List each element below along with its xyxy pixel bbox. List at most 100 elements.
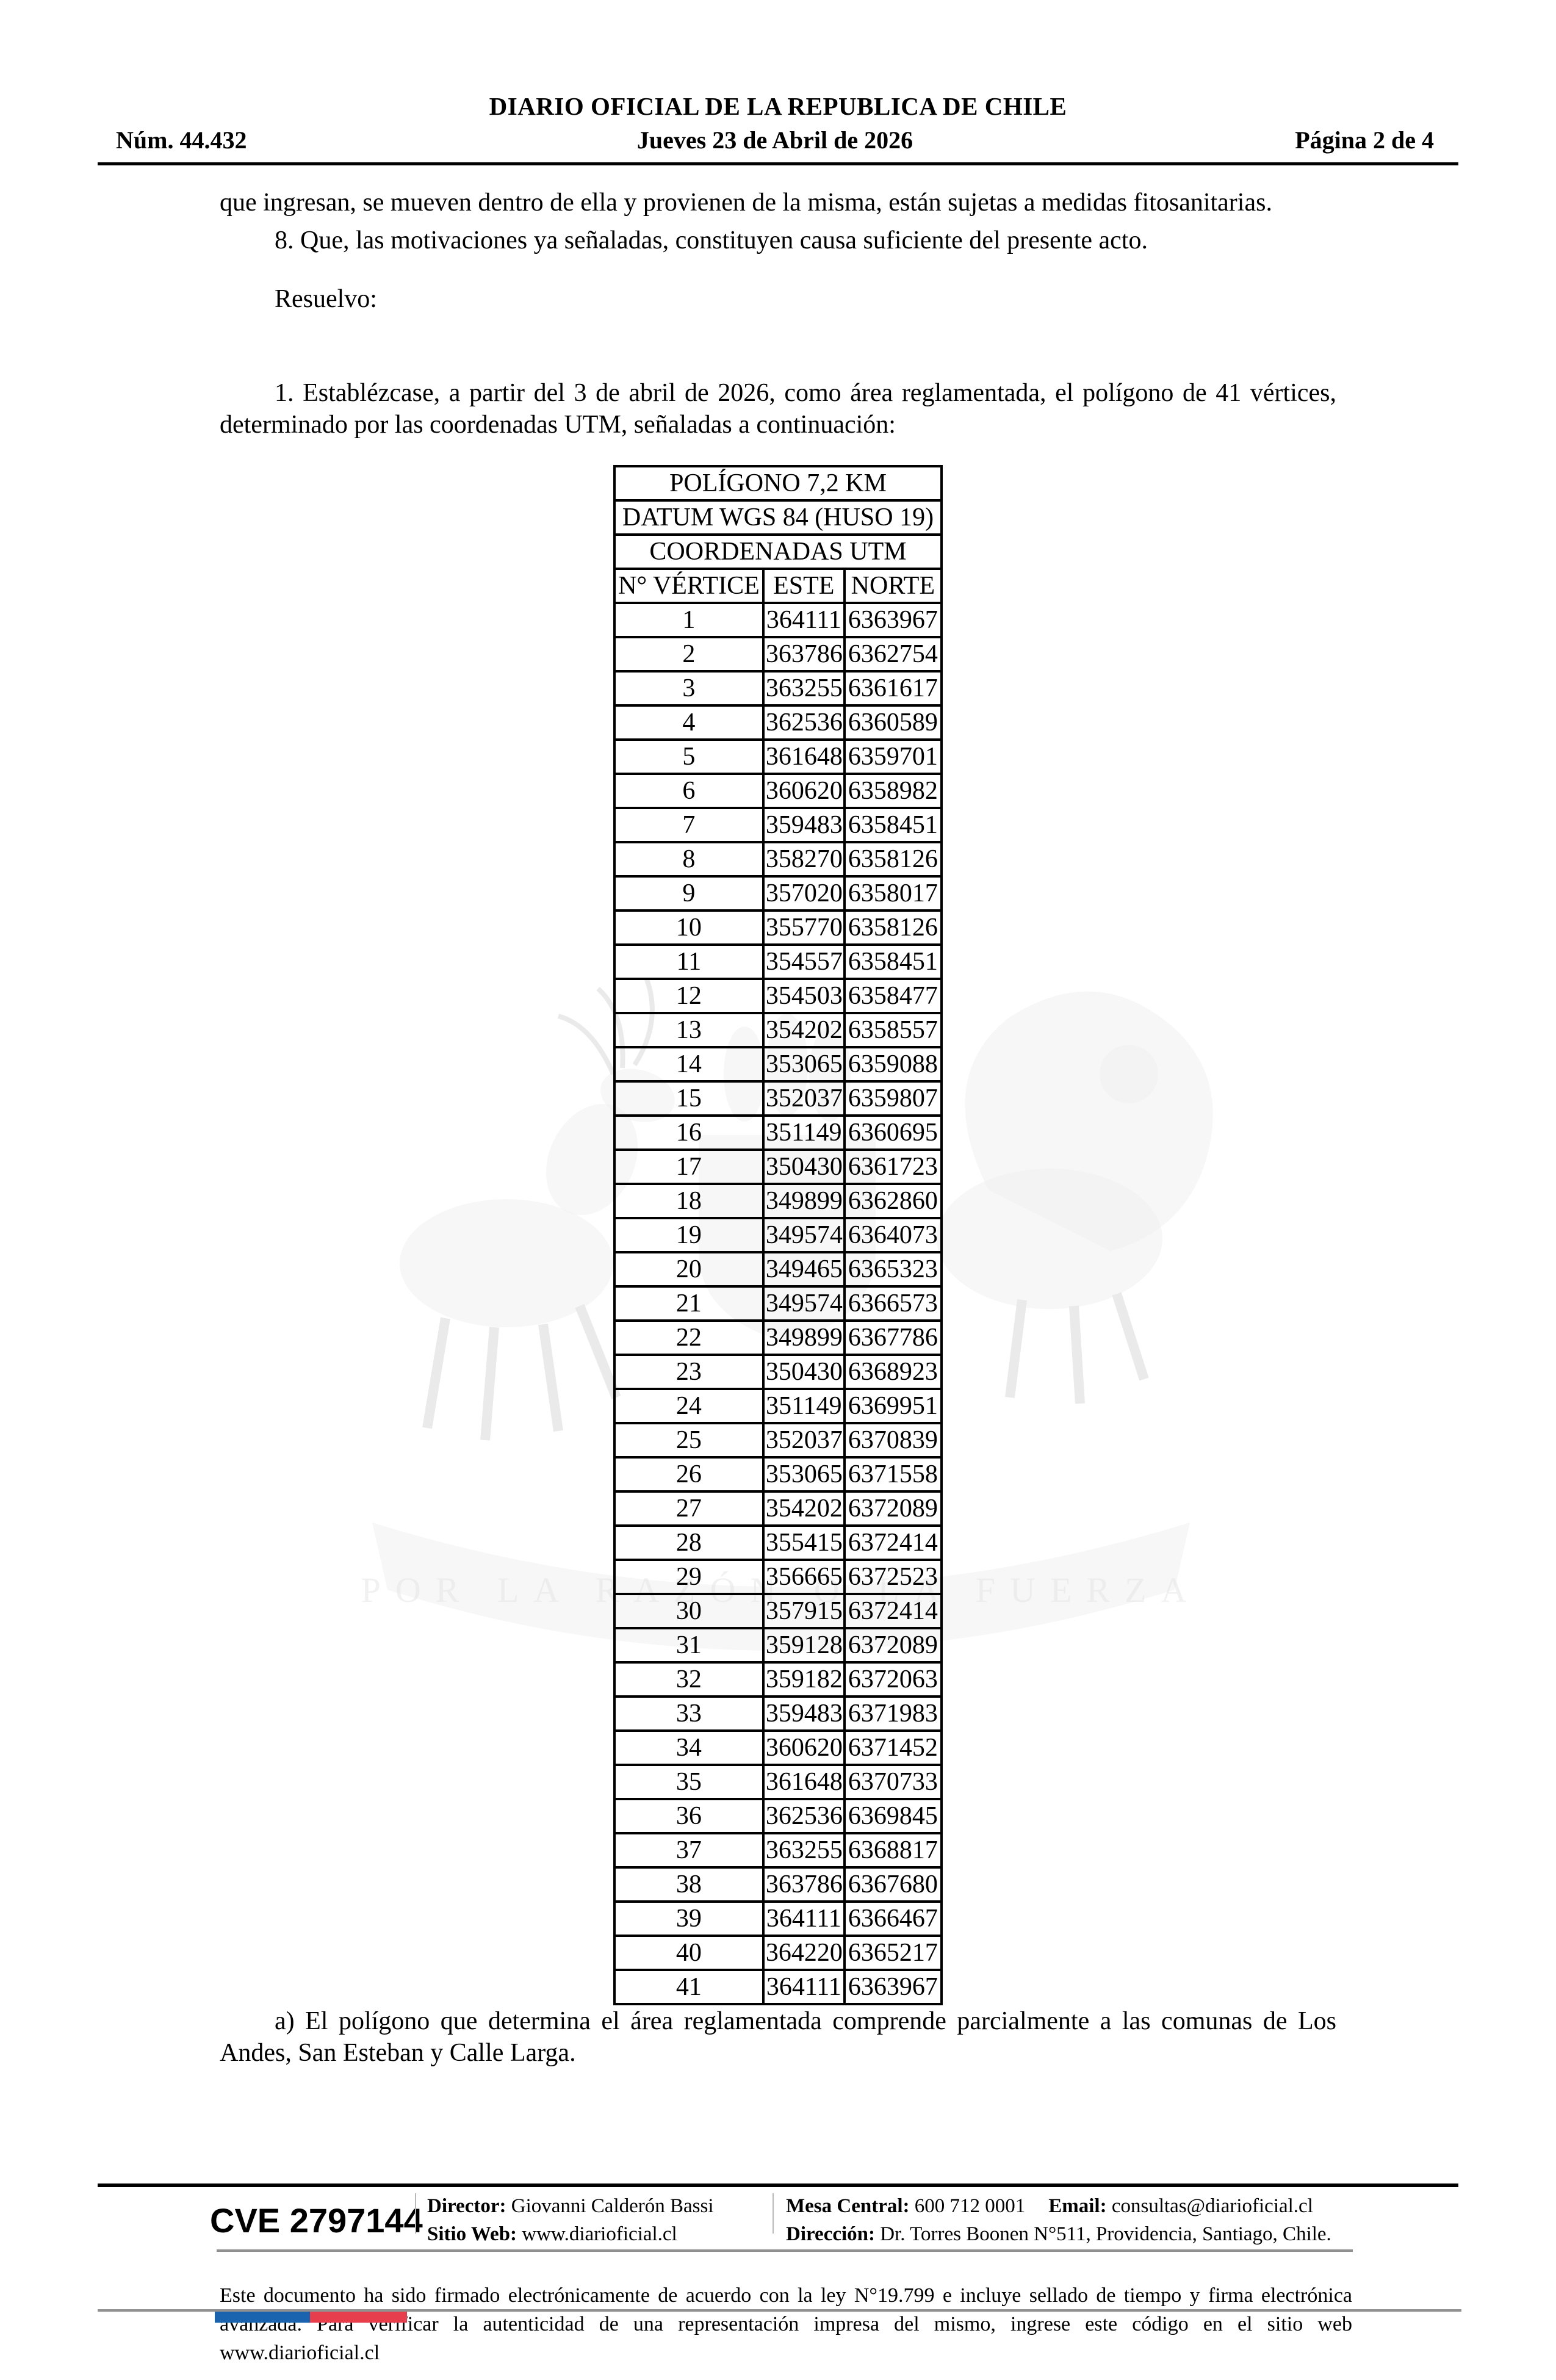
table-row: 37 363255 6368817 (613, 1832, 943, 1869)
coordinates-table: POLÍGONO 7,2 KM DATUM WGS 84 (HUSO 19) C… (613, 465, 943, 2005)
vertex-number-cell: 34 (613, 1729, 765, 1766)
este-cell: 352037 (762, 1080, 846, 1117)
table-row: 6 360620 6358982 (613, 773, 943, 809)
vertex-number-cell: 16 (613, 1114, 765, 1151)
table-row: 9 357020 6358017 (613, 875, 943, 912)
phone-value: 600 712 0001 (914, 2195, 1026, 2217)
vertex-number-cell: 4 (613, 704, 765, 741)
este-cell: 364111 (762, 602, 846, 638)
norte-cell: 6370839 (843, 1422, 943, 1459)
table-row: 20 349465 6365323 (613, 1251, 943, 1288)
este-cell: 363255 (762, 670, 846, 707)
vertex-number-cell: 18 (613, 1183, 765, 1219)
este-cell: 353065 (762, 1456, 846, 1493)
vertex-number-cell: 33 (613, 1695, 765, 1732)
este-cell: 359483 (762, 1695, 846, 1732)
vertex-number-cell: 41 (613, 1969, 765, 2005)
este-cell: 361648 (762, 738, 846, 775)
norte-cell: 6365323 (843, 1251, 943, 1288)
norte-cell: 6369845 (843, 1798, 943, 1834)
footer-divider-1 (415, 2193, 416, 2234)
email-label: Email: (1048, 2195, 1107, 2217)
norte-cell: 6372414 (843, 1593, 943, 1629)
legal-notice: Este documento ha sido firmado electróni… (220, 2284, 1352, 2364)
este-cell: 355770 (762, 909, 846, 946)
table-row: 28 355415 6372414 (613, 1524, 943, 1561)
vertex-number-cell: 6 (613, 773, 765, 809)
website-label: Sitio Web: (427, 2223, 517, 2245)
norte-cell: 6361723 (843, 1149, 943, 1185)
table-row: 11 354557 6358451 (613, 943, 943, 980)
table-row: 38 363786 6367680 (613, 1866, 943, 1903)
norte-cell: 6362860 (843, 1183, 943, 1219)
este-cell: 357020 (762, 875, 846, 912)
table-row: 40 364220 6365217 (613, 1935, 943, 1971)
vertex-number-cell: 19 (613, 1217, 765, 1253)
este-cell: 354202 (762, 1490, 846, 1527)
footer-cve-band: CVE 2797144 Director: Giovanni Calderón … (210, 2192, 1352, 2251)
norte-cell: 6368923 (843, 1354, 943, 1390)
website-value: www.diarioficial.cl (522, 2223, 677, 2245)
vertex-number-cell: 26 (613, 1456, 765, 1493)
vertex-number-cell: 10 (613, 909, 765, 946)
address-value: Dr. Torres Boonen N°511, Providencia, Sa… (880, 2223, 1331, 2245)
este-cell: 350430 (762, 1149, 846, 1185)
norte-cell: 6372414 (843, 1524, 943, 1561)
vertex-number-cell: 24 (613, 1388, 765, 1424)
este-cell: 364111 (762, 1900, 846, 1937)
table-column-header-row: N° VÉRTICE ESTE NORTE (613, 568, 943, 604)
vertex-number-cell: 27 (613, 1490, 765, 1527)
vertex-number-cell: 21 (613, 1285, 765, 1322)
table-row: 19 349574 6364073 (613, 1217, 943, 1253)
este-cell: 360620 (762, 773, 846, 809)
vertex-number-cell: 37 (613, 1832, 765, 1869)
page-indicator: Página 2 de 4 (1295, 126, 1434, 154)
vertex-number-cell: 2 (613, 636, 765, 673)
vertex-number-cell: 28 (613, 1524, 765, 1561)
norte-cell: 6368817 (843, 1832, 943, 1869)
clause-a-paragraph: a) El polígono que determina el área reg… (220, 2007, 1336, 2067)
norte-cell: 6360589 (843, 704, 943, 741)
cve-code: CVE 2797144 (210, 2201, 423, 2240)
table-row: 29 356665 6372523 (613, 1559, 943, 1595)
table-row: 32 359182 6372063 (613, 1661, 943, 1698)
vertex-number-cell: 14 (613, 1046, 765, 1083)
este-cell: 364111 (762, 1969, 846, 2005)
table-row: 17 350430 6361723 (613, 1149, 943, 1185)
norte-cell: 6369951 (843, 1388, 943, 1424)
table-row: 8 358270 6358126 (613, 841, 943, 878)
table-subtitle-row: COORDENADAS UTM (613, 533, 943, 570)
norte-cell: 6370733 (843, 1764, 943, 1800)
column-header-vertice: N° VÉRTICE (613, 568, 765, 604)
norte-cell: 6372063 (843, 1661, 943, 1698)
address-label: Dirección: (786, 2223, 876, 2245)
vertex-number-cell: 39 (613, 1900, 765, 1937)
table-row: 31 359128 6372089 (613, 1627, 943, 1664)
column-header-este: ESTE (762, 568, 846, 604)
considering-item-8: 8. Que, las motivaciones ya señaladas, c… (275, 226, 1148, 254)
footer-top-rule (98, 2183, 1458, 2187)
norte-cell: 6372523 (843, 1559, 943, 1595)
norte-cell: 6372089 (843, 1490, 943, 1527)
vertex-number-cell: 8 (613, 841, 765, 878)
este-cell: 349574 (762, 1285, 846, 1322)
table-row: 1 364111 6363967 (613, 602, 943, 638)
norte-cell: 6371558 (843, 1456, 943, 1493)
norte-cell: 6363967 (843, 1969, 943, 2005)
este-cell: 357915 (762, 1593, 846, 1629)
email-value: consultas@diarioficial.cl (1111, 2195, 1313, 2217)
este-cell: 356665 (762, 1559, 846, 1595)
norte-cell: 6362754 (843, 636, 943, 673)
director-line: Director: Giovanni Calderón Bassi (427, 2192, 714, 2220)
este-cell: 359128 (762, 1627, 846, 1664)
phone-label: Mesa Central: (786, 2195, 910, 2217)
este-cell: 363255 (762, 1832, 846, 1869)
vertex-number-cell: 11 (613, 943, 765, 980)
continuation-paragraph: que ingresan, se mueven dentro de ella y… (220, 189, 1272, 217)
footer-divider-2 (773, 2193, 774, 2234)
norte-cell: 6367786 (843, 1319, 943, 1356)
table-subtitle: COORDENADAS UTM (613, 533, 943, 570)
este-cell: 363786 (762, 1866, 846, 1903)
table-row: 23 350430 6368923 (613, 1354, 943, 1390)
norte-cell: 6360695 (843, 1114, 943, 1151)
